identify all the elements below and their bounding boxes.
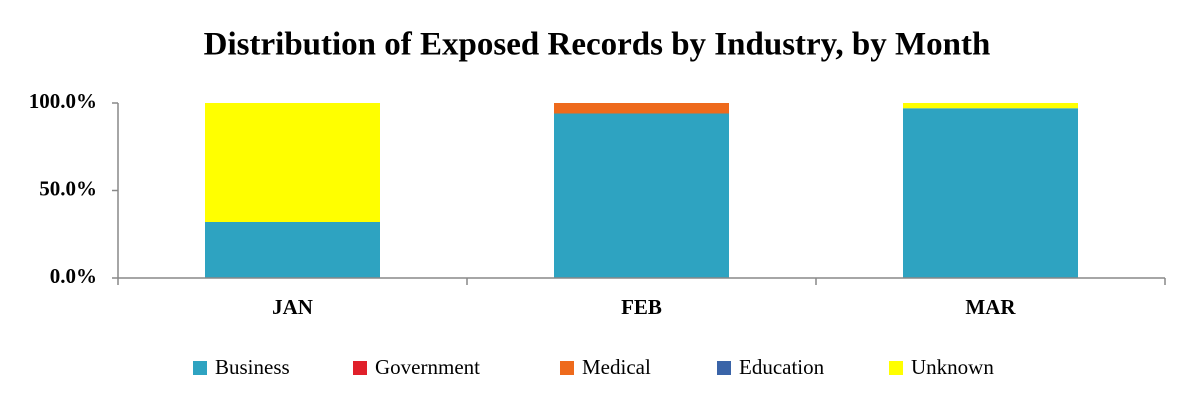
- x-tick-label: JAN: [272, 295, 313, 319]
- y-tick-label: 0.0%: [50, 264, 97, 288]
- bar-segment: [554, 113, 729, 278]
- bar-segment: [903, 103, 1078, 109]
- y-tick-label: 100.0%: [29, 89, 97, 113]
- legend-label: Medical: [582, 355, 651, 379]
- legend-swatch: [193, 361, 207, 375]
- legend-label: Unknown: [911, 355, 994, 379]
- legend-swatch: [889, 361, 903, 375]
- legend-swatch: [717, 361, 731, 375]
- bar-segment: [903, 108, 1078, 278]
- legend-label: Education: [739, 355, 825, 379]
- legend-label: Government: [375, 355, 480, 379]
- bar-segment: [554, 103, 729, 114]
- y-tick-label: 50.0%: [39, 176, 97, 200]
- legend-label: Business: [215, 355, 290, 379]
- x-tick-label: FEB: [621, 295, 662, 319]
- legend-swatch: [560, 361, 574, 375]
- bar-segment: [205, 222, 380, 278]
- bar-segment: [205, 103, 380, 222]
- chart-title: Distribution of Exposed Records by Indus…: [204, 27, 991, 63]
- legend-swatch: [353, 361, 367, 375]
- x-tick-label: MAR: [965, 295, 1016, 319]
